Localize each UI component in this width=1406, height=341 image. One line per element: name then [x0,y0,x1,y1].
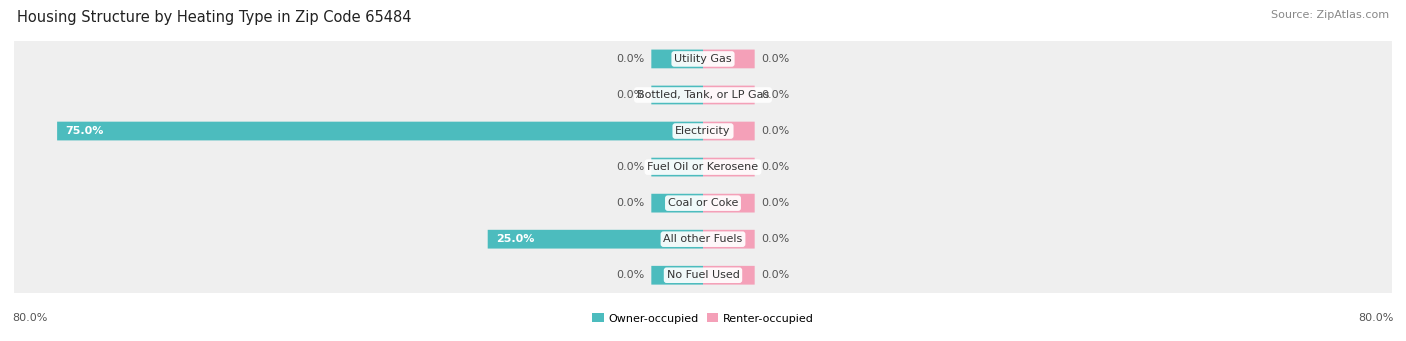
Text: Utility Gas: Utility Gas [675,54,731,64]
Text: Coal or Coke: Coal or Coke [668,198,738,208]
FancyBboxPatch shape [14,134,1392,200]
Legend: Owner-occupied, Renter-occupied: Owner-occupied, Renter-occupied [588,309,818,328]
FancyBboxPatch shape [58,122,703,140]
FancyBboxPatch shape [703,86,755,104]
FancyBboxPatch shape [651,266,703,285]
Text: 0.0%: 0.0% [762,270,790,280]
Text: Housing Structure by Heating Type in Zip Code 65484: Housing Structure by Heating Type in Zip… [17,10,412,25]
Text: 0.0%: 0.0% [762,90,790,100]
FancyBboxPatch shape [14,206,1392,272]
FancyBboxPatch shape [14,98,1392,164]
Text: 75.0%: 75.0% [66,126,104,136]
Text: Electricity: Electricity [675,126,731,136]
Text: 0.0%: 0.0% [616,270,644,280]
FancyBboxPatch shape [703,158,755,176]
FancyBboxPatch shape [651,49,703,68]
FancyBboxPatch shape [14,242,1392,308]
Text: Bottled, Tank, or LP Gas: Bottled, Tank, or LP Gas [637,90,769,100]
FancyBboxPatch shape [14,26,1392,92]
Text: No Fuel Used: No Fuel Used [666,270,740,280]
Text: 0.0%: 0.0% [616,162,644,172]
FancyBboxPatch shape [703,230,755,249]
Text: 0.0%: 0.0% [616,198,644,208]
FancyBboxPatch shape [651,194,703,212]
FancyBboxPatch shape [703,49,755,68]
Text: 0.0%: 0.0% [762,126,790,136]
Text: 80.0%: 80.0% [13,313,48,324]
Text: All other Fuels: All other Fuels [664,234,742,244]
Text: Fuel Oil or Kerosene: Fuel Oil or Kerosene [647,162,759,172]
FancyBboxPatch shape [488,230,703,249]
FancyBboxPatch shape [703,194,755,212]
Text: 25.0%: 25.0% [496,234,534,244]
Text: 0.0%: 0.0% [762,54,790,64]
FancyBboxPatch shape [703,266,755,285]
Text: 80.0%: 80.0% [1358,313,1393,324]
Text: 0.0%: 0.0% [616,90,644,100]
FancyBboxPatch shape [651,158,703,176]
Text: 0.0%: 0.0% [762,162,790,172]
Text: 0.0%: 0.0% [616,54,644,64]
FancyBboxPatch shape [703,122,755,140]
Text: 0.0%: 0.0% [762,198,790,208]
FancyBboxPatch shape [14,62,1392,128]
Text: 0.0%: 0.0% [762,234,790,244]
FancyBboxPatch shape [651,86,703,104]
FancyBboxPatch shape [14,170,1392,236]
Text: Source: ZipAtlas.com: Source: ZipAtlas.com [1271,10,1389,20]
